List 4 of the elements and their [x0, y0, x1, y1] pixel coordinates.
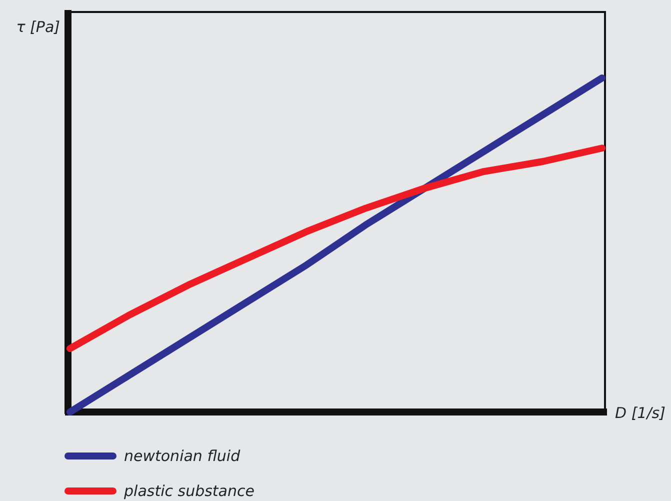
legend-label: newtonian fluid — [124, 447, 241, 465]
legend-label: plastic substance — [123, 482, 254, 500]
y-axis-title: τ [Pa] — [16, 18, 60, 36]
x-axis-title: D [1/s] — [615, 404, 666, 422]
